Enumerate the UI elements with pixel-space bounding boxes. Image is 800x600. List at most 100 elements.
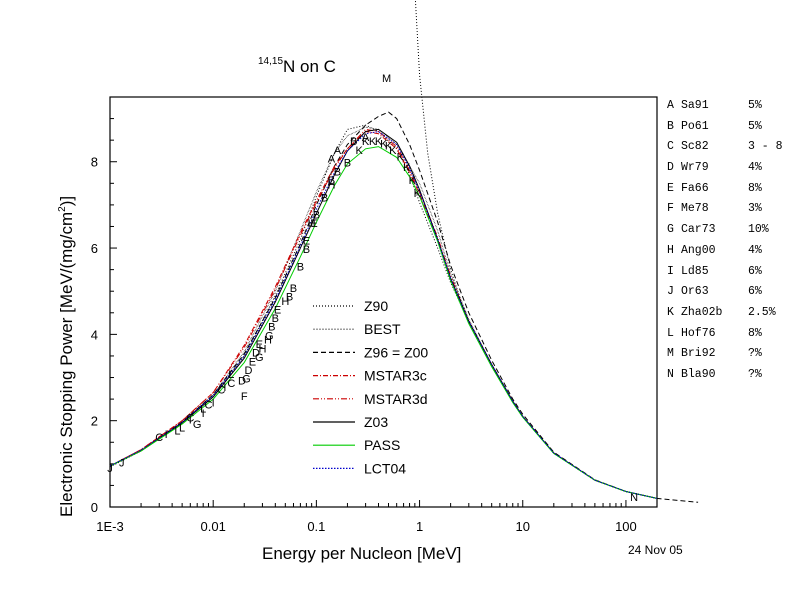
reference-error: 8% xyxy=(748,326,762,340)
x-tick-label: 0.01 xyxy=(201,519,226,534)
reference-code: M xyxy=(667,347,674,361)
measurement-I: I xyxy=(165,429,168,441)
y-tick-label: 2 xyxy=(91,414,98,429)
reference-name: Car73 xyxy=(681,223,716,237)
measurement-H: H xyxy=(264,335,272,347)
reference-entry: E Fa66 8% xyxy=(667,179,783,200)
reference-code: E xyxy=(667,181,674,195)
reference-name: Fa66 xyxy=(681,181,709,195)
x-tick-label: 1 xyxy=(416,519,423,534)
measurement-A: A xyxy=(334,145,342,157)
measurement-B: B xyxy=(297,261,304,273)
reference-name: Bla90 xyxy=(681,367,716,381)
measurement-K: K xyxy=(389,145,397,157)
measurement-J: J xyxy=(119,458,125,470)
reference-entry: N Bla90?% xyxy=(667,365,783,386)
measurement-C: C xyxy=(186,412,194,424)
reference-code: N xyxy=(667,367,674,381)
measurement-B: B xyxy=(290,283,297,295)
series-line-7 xyxy=(109,130,658,499)
reference-name: Sc82 xyxy=(681,140,709,154)
measurement-G: G xyxy=(193,419,202,431)
reference-code: K xyxy=(667,305,674,319)
reference-error: 5% xyxy=(748,119,762,133)
reference-name: Or63 xyxy=(681,285,709,299)
measurement-N: N xyxy=(630,492,638,504)
measurement-C: C xyxy=(227,378,235,390)
measurement-C: C xyxy=(204,399,212,411)
measurement-I: I xyxy=(202,408,205,420)
reference-code: F xyxy=(667,202,674,216)
measurement-L: L xyxy=(228,369,234,381)
x-axis-label: Energy per Nucleon [MeV] xyxy=(262,544,462,563)
measurement-K: K xyxy=(380,138,388,150)
reference-entry: L Hof76 8% xyxy=(667,324,783,345)
legend-label-3: MSTAR3c xyxy=(364,368,427,384)
measurement-K: K xyxy=(356,145,364,157)
measurement-B: B xyxy=(313,210,320,222)
reference-code: D xyxy=(667,161,674,175)
measurement-I: I xyxy=(189,415,192,427)
reference-error: 3 - 8 xyxy=(748,140,783,154)
reference-error: 4% xyxy=(748,243,762,257)
measurement-B: B xyxy=(350,136,357,148)
x-tick-label: 0.1 xyxy=(307,519,325,534)
legend-label-0: Z90 xyxy=(364,298,388,314)
measurement-E: E xyxy=(256,339,263,351)
reference-entry: M Bri92?% xyxy=(667,344,783,365)
y-tick-label: 4 xyxy=(91,327,98,342)
plot-frame xyxy=(109,96,658,508)
measurement-D: D xyxy=(238,376,246,388)
measurement-C: C xyxy=(155,432,163,444)
measurement-B: B xyxy=(321,192,328,204)
reference-error: 5% xyxy=(748,99,762,112)
measurement-K: K xyxy=(362,136,370,148)
legend-label-7: LCT04 xyxy=(364,460,406,476)
measurement-J: J xyxy=(107,463,113,475)
reference-code: G xyxy=(667,223,674,237)
measurement-K: K xyxy=(397,151,405,163)
reference-error: 8% xyxy=(748,181,762,195)
series-line-6 xyxy=(109,146,658,499)
reference-error: 2.5% xyxy=(748,305,776,319)
reference-code: L xyxy=(667,326,674,340)
title-isotope-prefix: 14,15 xyxy=(258,56,284,67)
measurement-L: L xyxy=(174,425,180,437)
reference-error: ?% xyxy=(748,347,762,361)
reference-error: 4% xyxy=(748,161,762,175)
y-axis-label-main: Electronic Stopping Power [MeV/(mg/cm xyxy=(57,211,76,517)
legend-label-6: PASS xyxy=(364,437,400,453)
y-tick-label: 8 xyxy=(91,155,98,170)
measurement-D: D xyxy=(252,348,260,360)
reference-entry: H Ang00 4% xyxy=(667,241,783,262)
measurement-C: C xyxy=(217,384,225,396)
reference-entry: I Ld85 6% xyxy=(667,262,783,283)
y-axis-label-sup: 2 xyxy=(57,206,68,212)
reference-name: Sa91 xyxy=(681,99,709,112)
legend-label-5: Z03 xyxy=(364,414,388,430)
reference-name: Hof76 xyxy=(681,326,716,340)
measurement-B: B xyxy=(268,322,275,334)
x-tick-label: 1E-3 xyxy=(96,519,123,534)
measurement-L: L xyxy=(200,404,206,416)
reference-name: Po61 xyxy=(681,119,709,133)
reference-error: 10% xyxy=(748,223,769,237)
chart-title: 14,15N on C xyxy=(258,56,336,77)
measurement-K: K xyxy=(375,136,383,148)
measurement-E: E xyxy=(310,218,317,230)
x-tick-label: 100 xyxy=(615,519,637,534)
x-tick-label: 10 xyxy=(516,519,530,534)
measurement-A: A xyxy=(328,153,336,165)
title-marker: M xyxy=(382,73,392,85)
reference-code: C xyxy=(667,140,674,154)
reference-code: B xyxy=(667,119,674,133)
measurement-L: L xyxy=(179,422,185,434)
reference-entry: B Po61 5% xyxy=(667,117,783,138)
measurement-B: B xyxy=(272,313,279,325)
measurement-K: K xyxy=(414,188,422,200)
measurement-G: G xyxy=(255,352,264,364)
measurement-B: B xyxy=(334,166,341,178)
legend-label-2: Z96 = Z00 xyxy=(364,344,428,360)
reference-name: Wr79 xyxy=(681,161,709,175)
